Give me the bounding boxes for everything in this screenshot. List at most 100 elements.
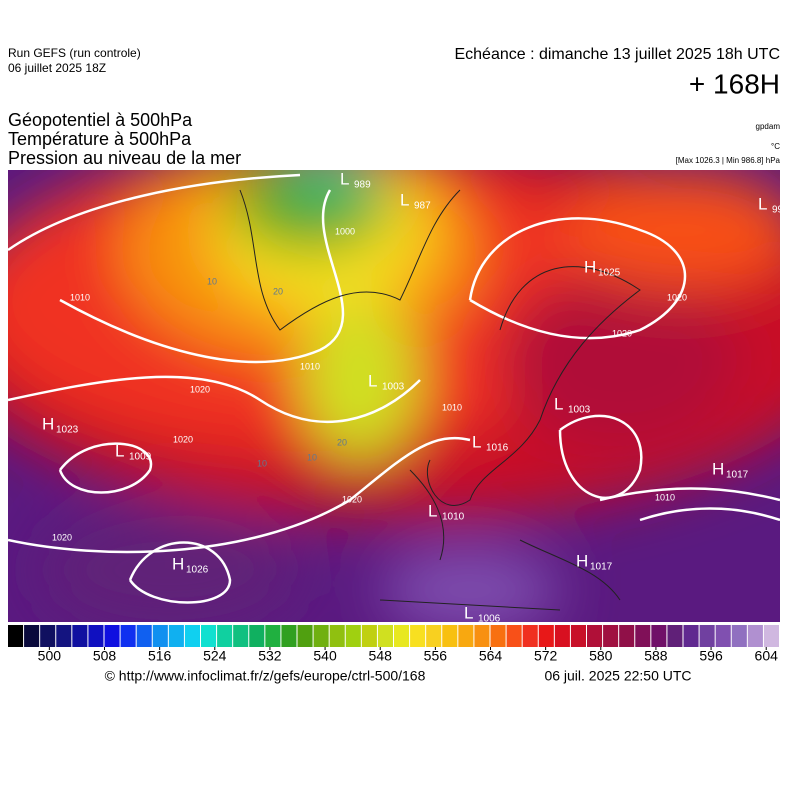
pressure-center-letter: L (340, 169, 349, 188)
colorbar-cell (40, 625, 56, 647)
pressure-center-value: 1006 (478, 614, 501, 625)
pressure-center-letter: H (42, 414, 54, 433)
pressure-center-letter: H (172, 554, 184, 573)
isobar-label: 1000 (335, 226, 355, 236)
colorbar-cell (201, 625, 217, 647)
pressure-center-value: 1025 (598, 268, 621, 279)
colorbar-cell (297, 625, 313, 647)
colorbar-cell (731, 625, 747, 647)
colorbar: 500 508 516 524 532 540 548 556 564 572 580 588 596 6… (8, 625, 779, 664)
colorbar-tick-label: 572 (534, 648, 558, 664)
pressure-center-value: 1010 (442, 512, 465, 523)
colorbar-tick-label: 588 (644, 648, 668, 664)
colorbar-cell (458, 625, 474, 647)
colorbar-tick-label: 604 (755, 648, 779, 664)
colorbar-tick-label: 532 (258, 648, 282, 664)
isotherm-label: 20 (337, 437, 347, 447)
colorbar-tick-label: 508 (93, 648, 117, 664)
colorbar-cell (233, 625, 249, 647)
colorbar-cell (587, 625, 603, 647)
pressure-center-value: 1023 (56, 425, 79, 436)
field-title: Température à 500hPa (8, 129, 192, 149)
pressure-center-value: 1017 (590, 562, 613, 573)
source-url: © http://www.infoclimat.fr/z/gefs/europe… (105, 668, 426, 684)
colorbar-cell (747, 625, 763, 647)
colorbar-cell (394, 625, 410, 647)
valid-time: Echéance : dimanche 13 juillet 2025 18h … (454, 46, 780, 63)
generated-time: 06 juil. 2025 22:50 UTC (544, 668, 691, 684)
colorbar-cell (490, 625, 506, 647)
colorbar-cell (683, 625, 699, 647)
isobar-label: 1010 (442, 402, 462, 412)
colorbar-cell (619, 625, 635, 647)
colorbar-tick-label: 556 (424, 648, 448, 664)
colorbar-tick-label: 540 (313, 648, 337, 664)
isobar-label: 1020 (342, 494, 362, 504)
pressure-center-value: 1016 (486, 443, 509, 454)
colorbar-tick-label: 516 (148, 648, 172, 664)
colorbar-cell (88, 625, 104, 647)
pressure-center-letter: L (472, 432, 481, 451)
field-title: Géopotentiel à 500hPa (8, 110, 193, 130)
pressure-center-letter: H (712, 459, 724, 478)
colorbar-cell (538, 625, 554, 647)
pressure-center-value: 1009 (129, 452, 152, 463)
colorbar-cell (474, 625, 490, 647)
pressure-center-value: 1003 (382, 382, 405, 393)
pressure-center-letter: L (400, 190, 409, 209)
colorbar-cell (361, 625, 377, 647)
colorbar-cell (763, 625, 779, 647)
colorbar-cell (104, 625, 120, 647)
colorbar-cell (554, 625, 570, 647)
isobar-label: 1020 (667, 292, 687, 302)
pressure-center-value: 1017 (726, 470, 749, 481)
pressure-center-letter: L (368, 371, 377, 390)
isobar-label: 1020 (52, 532, 72, 542)
pressure-center-value: 987 (414, 201, 431, 212)
unit-label: gpdam (756, 122, 781, 131)
colorbar-cell (184, 625, 200, 647)
pressure-center-letter: H (584, 257, 596, 276)
colorbar-cell (56, 625, 72, 647)
colorbar-cell (152, 625, 168, 647)
colorbar-cell (72, 625, 88, 647)
pressure-center-value: 999 (772, 205, 788, 216)
colorbar-cell (635, 625, 651, 647)
colorbar-cell (120, 625, 136, 647)
colorbar-tick-label: 524 (203, 648, 227, 664)
colorbar-cell (651, 625, 667, 647)
pressure-range: [Max 1026.3 | Min 986.8] hPa (676, 156, 781, 165)
pressure-center-letter: H (576, 551, 588, 570)
isotherm-label: 20 (273, 286, 283, 296)
pressure-center-value: 989 (354, 180, 371, 191)
colorbar-cell (281, 625, 297, 647)
colorbar-tick-label: 580 (589, 648, 613, 664)
pressure-center-letter: L (554, 394, 563, 413)
colorbar-cell (442, 625, 458, 647)
isotherm-label: 10 (257, 458, 267, 468)
pressure-center-value: 1026 (186, 565, 209, 576)
colorbar-cell (410, 625, 426, 647)
colorbar-cell (377, 625, 393, 647)
field-title: Pression au niveau de la mer (8, 148, 241, 168)
colorbar-cell (313, 625, 329, 647)
colorbar-cell (249, 625, 265, 647)
unit-label: °C (771, 142, 780, 151)
colorbar-cell (699, 625, 715, 647)
colorbar-cell (603, 625, 619, 647)
isotherm-label: 10 (307, 452, 317, 462)
colorbar-cell (265, 625, 281, 647)
isotherm-label: 10 (207, 276, 217, 286)
colorbar-cell (24, 625, 40, 647)
run-date: 06 juillet 2025 18Z (8, 61, 106, 75)
pressure-center-letter: L (115, 441, 124, 460)
isobar-label: 1020 (612, 328, 632, 338)
colorbar-cell (329, 625, 345, 647)
colorbar-cell (522, 625, 538, 647)
colorbar-cell (8, 625, 24, 647)
colorbar-cell (426, 625, 442, 647)
isobar-label: 1010 (655, 492, 675, 502)
colorbar-cell (570, 625, 586, 647)
